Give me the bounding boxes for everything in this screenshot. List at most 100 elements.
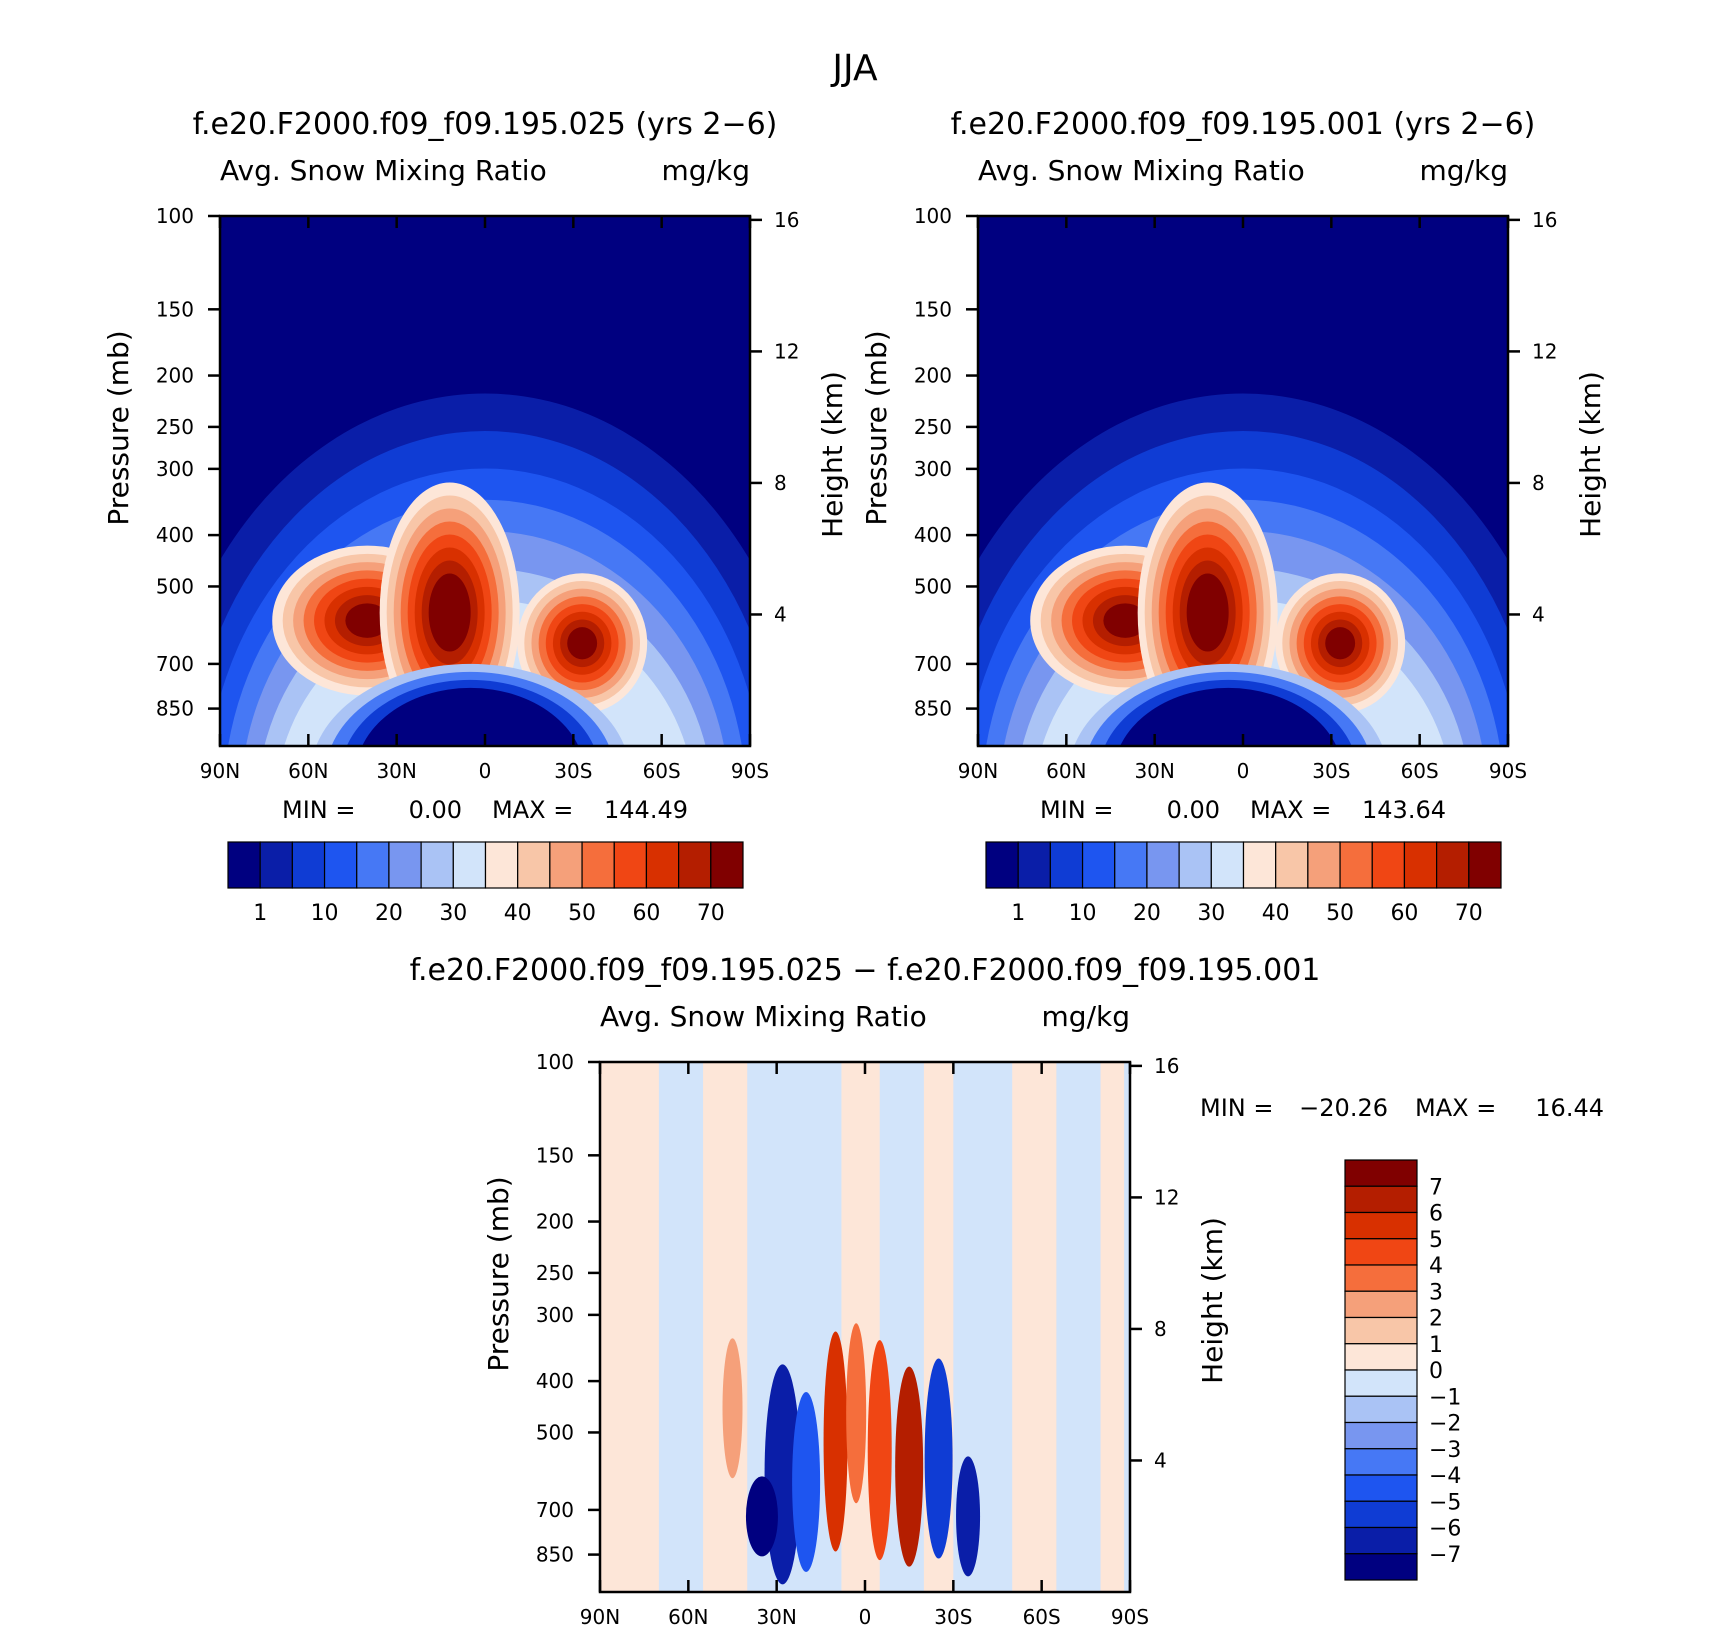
y-tick-label: 200: [536, 1210, 574, 1234]
x-tick-label: 30N: [376, 759, 416, 783]
variable-label: Avg. Snow Mixing Ratio: [978, 154, 1305, 187]
field-shading: [600, 1062, 1130, 1592]
x-tick-label: 90N: [580, 1605, 620, 1629]
y-tick-label: 250: [536, 1261, 574, 1285]
max-value: 143.64: [1362, 796, 1446, 824]
y-tick-label: 300: [156, 457, 194, 481]
colorbar: 1 10 20 30 40 50 60 70: [227, 841, 744, 926]
y-tick-label: 700: [536, 1498, 574, 1522]
colorbar-label: 20: [375, 901, 403, 926]
x-tick-label: 90S: [1489, 759, 1527, 783]
colorbar-swatch: [1210, 841, 1245, 889]
colorbar-swatch: [1344, 1500, 1418, 1529]
y2-tick-label: 4: [1154, 1448, 1167, 1472]
colorbar-label: −5: [1429, 1490, 1461, 1515]
colorbar-swatch: [291, 841, 326, 889]
colorbar-label: 5: [1429, 1228, 1443, 1253]
max-value: 144.49: [604, 796, 688, 824]
x-tick-label: 30N: [1134, 759, 1174, 783]
y2-tick-label: 16: [1154, 1054, 1179, 1078]
x-tick-label: 90S: [731, 759, 769, 783]
figure-title: JJA: [830, 48, 878, 89]
y2-tick-label: 8: [774, 471, 787, 495]
y-tick-label: 100: [914, 204, 952, 228]
x-tick-label: 0: [859, 1605, 872, 1629]
colorbar-swatch: [1344, 1343, 1418, 1371]
colorbar-label: 30: [439, 901, 467, 926]
colorbar-label: 1: [1429, 1333, 1443, 1358]
colorbar-label: 50: [1326, 901, 1354, 926]
min-label: MIN =: [1040, 796, 1113, 824]
y2-tick-label: 4: [774, 602, 787, 626]
colorbar-swatch: [1344, 1290, 1418, 1319]
max-label: MAX =: [1415, 1094, 1496, 1122]
colorbar-label: −6: [1429, 1517, 1461, 1542]
y-axis-label: Pressure (mb): [102, 330, 135, 525]
colorbar-swatch: [581, 841, 615, 889]
colorbar-label: 4: [1429, 1254, 1443, 1279]
max-value: 16.44: [1535, 1094, 1604, 1122]
y2-axis-label: Height (km): [816, 371, 849, 538]
colorbar-swatch: [1371, 841, 1406, 889]
y-tick-label: 850: [914, 697, 952, 721]
colorbar-swatch: [1344, 1474, 1418, 1502]
y-axis-label: Pressure (mb): [860, 330, 893, 525]
colorbar-swatch: [323, 841, 358, 889]
colorbar-label: 1: [1011, 901, 1025, 926]
colorbar-swatch: [1339, 841, 1373, 889]
field-shading: [978, 216, 1508, 746]
y-axis-label: Pressure (mb): [482, 1176, 515, 1371]
colorbar-swatch: [710, 841, 744, 889]
min-label: MIN =: [282, 796, 355, 824]
colorbar-swatch: [1403, 841, 1438, 889]
colorbar-swatch: [1242, 841, 1277, 889]
colorbar-label: 0: [1429, 1359, 1443, 1384]
colorbar-label: 6: [1429, 1202, 1443, 1227]
colorbar-swatch: [1081, 841, 1116, 889]
y-tick-label: 100: [536, 1050, 574, 1074]
colorbar-swatch: [613, 841, 648, 889]
colorbar-swatch: [227, 841, 261, 889]
colorbar-label: −1: [1429, 1385, 1461, 1410]
x-tick-label: 60N: [288, 759, 328, 783]
panel-difference: f.e20.F2000.f09_f09.195.025 − f.e20.F200…: [410, 953, 1604, 1629]
colorbar-label: 10: [311, 901, 339, 926]
colorbar-swatch: [678, 841, 712, 889]
y2-tick-label: 12: [1154, 1185, 1179, 1209]
min-value: 0.00: [409, 796, 462, 824]
y-tick-label: 250: [156, 415, 194, 439]
units-label: mg/kg: [662, 154, 750, 187]
panel-model-001: f.e20.F2000.f09_f09.195.001 (yrs 2−6) Avg…: [860, 107, 1607, 926]
colorbar-swatch: [1146, 841, 1180, 889]
colorbar-swatch: [1344, 1185, 1418, 1214]
y-tick-label: 300: [536, 1303, 574, 1327]
colorbar-swatch: [356, 841, 390, 889]
y-tick-label: 400: [156, 523, 194, 547]
colorbar-swatch: [1178, 841, 1212, 889]
colorbar-label: −4: [1429, 1464, 1461, 1489]
colorbar-swatch: [1344, 1211, 1418, 1240]
panel-title: f.e20.F2000.f09_f09.195.025 − f.e20.F200…: [410, 953, 1321, 988]
colorbar-swatch: [1344, 1316, 1418, 1345]
y-tick-label: 300: [914, 457, 952, 481]
colorbar-swatch: [1344, 1421, 1418, 1450]
colorbar-swatch: [259, 841, 293, 889]
colorbar-label: 40: [504, 901, 532, 926]
min-value: −20.26: [1299, 1094, 1388, 1122]
colorbar-swatch: [1344, 1159, 1418, 1187]
colorbar-swatch: [420, 841, 454, 889]
colorbar-label: 7: [1429, 1175, 1443, 1200]
colorbar-label: 40: [1262, 901, 1290, 926]
colorbar-swatch: [645, 841, 680, 889]
units-label: mg/kg: [1420, 154, 1508, 187]
colorbar-swatch: [1436, 841, 1470, 889]
y2-tick-label: 16: [1532, 208, 1557, 232]
x-tick-label: 30S: [554, 759, 592, 783]
min-value: 0.00: [1167, 796, 1220, 824]
y-tick-label: 100: [156, 204, 194, 228]
colorbar-label: 70: [1455, 901, 1483, 926]
colorbar-label: 10: [1069, 901, 1097, 926]
max-label: MAX =: [492, 796, 573, 824]
y-tick-label: 400: [914, 523, 952, 547]
y-tick-label: 850: [536, 1543, 574, 1567]
